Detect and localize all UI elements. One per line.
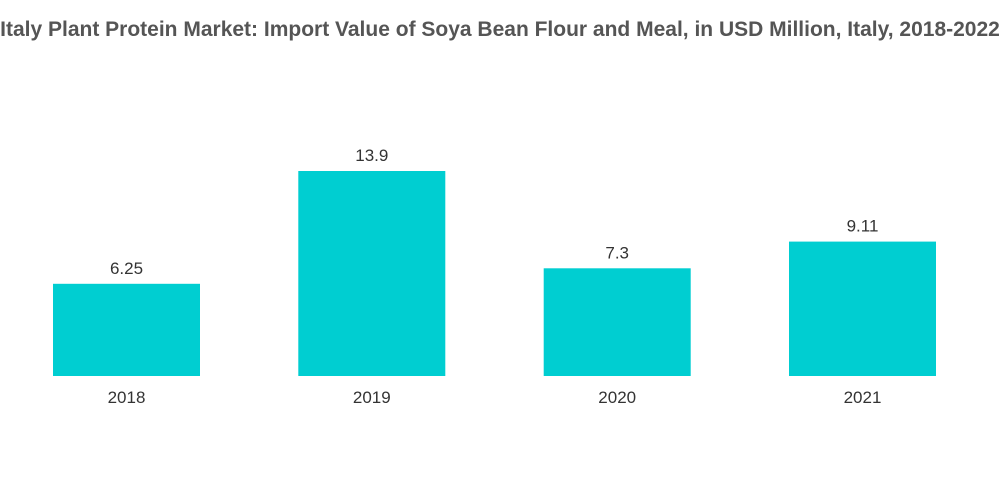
data-label-2019: 13.9 — [355, 146, 388, 165]
bar-2019 — [298, 171, 446, 376]
data-label-2018: 6.25 — [110, 259, 143, 278]
bar-2021 — [789, 241, 936, 376]
x-tick-label-2020: 2020 — [598, 388, 636, 407]
x-tick-label-2021: 2021 — [844, 388, 882, 407]
chart-title: Italy Plant Protein Market: Import Value… — [0, 18, 1000, 41]
x-tick-label-2019: 2019 — [353, 388, 391, 407]
x-tick-label-2018: 2018 — [108, 388, 146, 407]
data-label-2021: 9.11 — [847, 217, 879, 236]
bar-2018 — [53, 283, 200, 376]
data-label-2020: 7.3 — [605, 243, 629, 262]
bar-2020 — [543, 268, 691, 376]
